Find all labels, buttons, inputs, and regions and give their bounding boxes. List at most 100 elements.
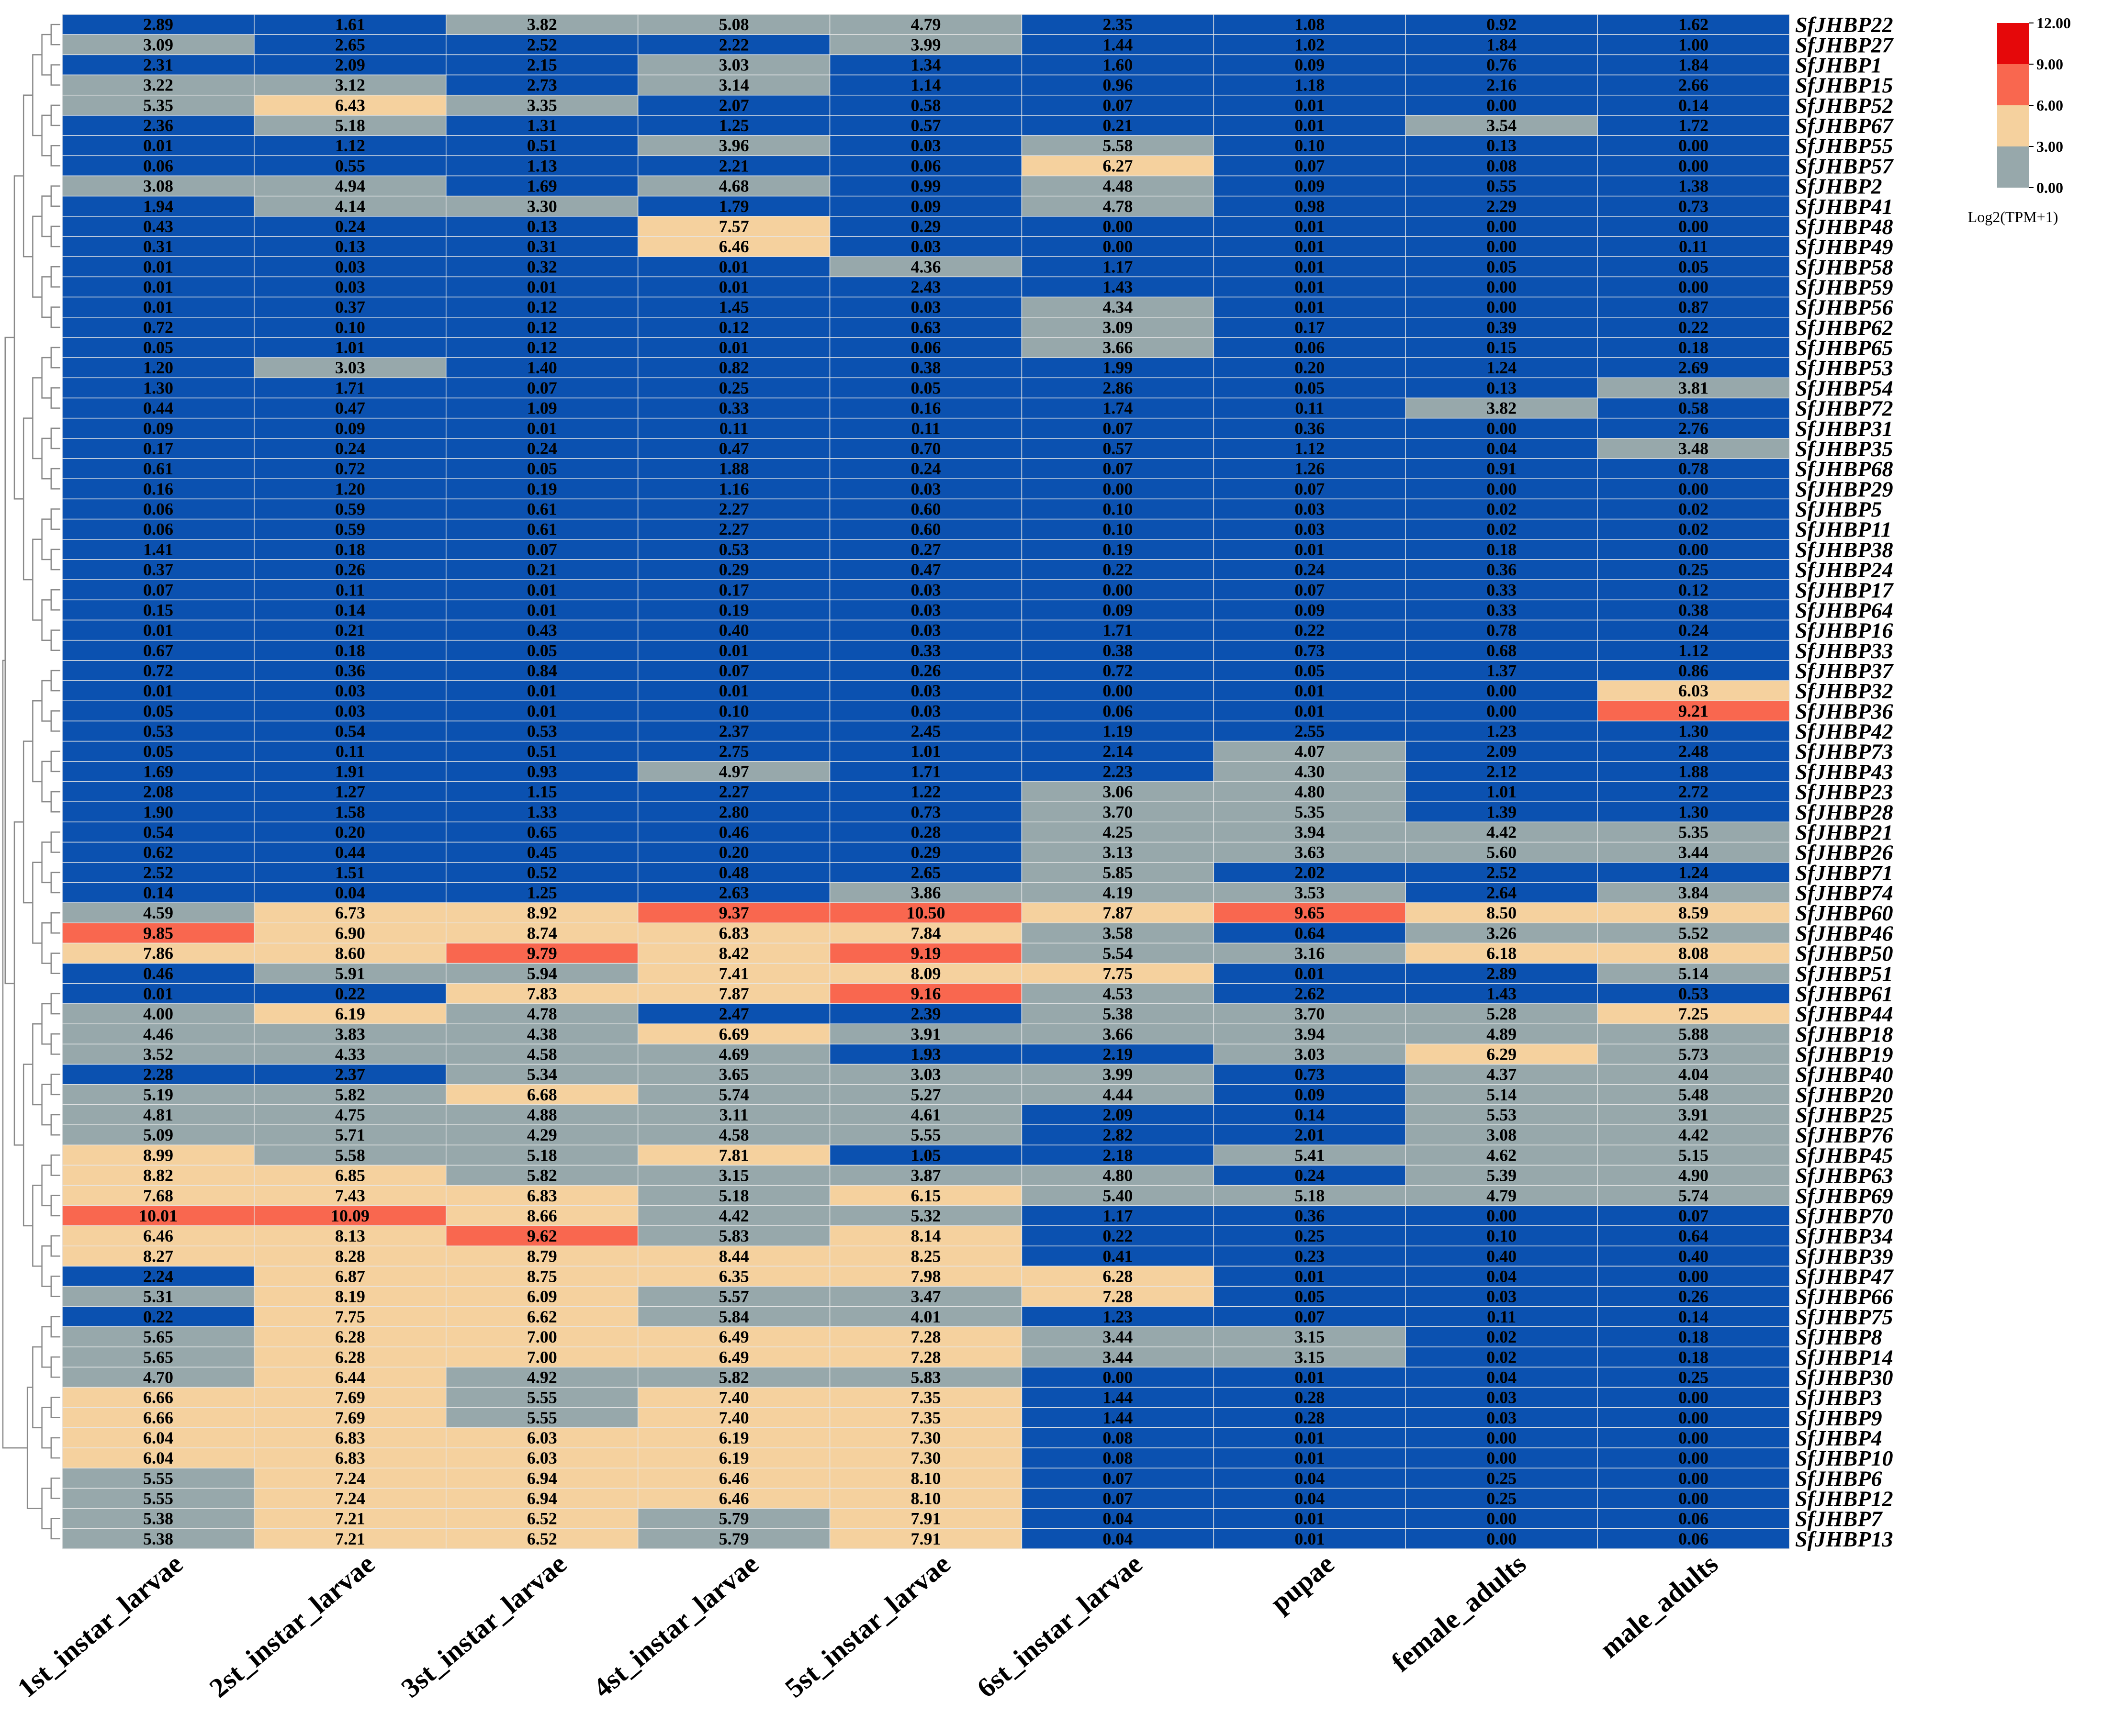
heatmap-cell: [446, 518, 639, 540]
heatmap-cell: [829, 296, 1023, 318]
heatmap-cell: [1021, 54, 1214, 76]
heatmap-cell: [1597, 720, 1790, 742]
cell-value-label: 0.10: [1486, 1226, 1517, 1245]
row-label-gene: SfJHBP45: [1795, 1143, 1893, 1167]
cell-value-label: 4.04: [1678, 1065, 1709, 1084]
heatmap-cell: [1405, 54, 1598, 76]
cell-value-label: 3.16: [1294, 944, 1325, 963]
cell-value-label: 8.14: [911, 1226, 941, 1245]
heatmap-cell: [62, 1124, 255, 1146]
cell-value-label: 2.22: [719, 35, 749, 54]
cell-value-label: 0.73: [1294, 641, 1325, 660]
cell-value-label: 4.88: [527, 1105, 557, 1124]
cell-value-label: 3.82: [1486, 399, 1517, 418]
cell-value-label: 0.48: [719, 863, 749, 882]
cell-value-label: 0.04: [1294, 1489, 1325, 1508]
row-label-gene: SfJHBP15: [1795, 73, 1893, 98]
row-label-gene: SfJHBP6: [1795, 1466, 1882, 1490]
cell-value-label: 0.40: [1678, 1246, 1709, 1266]
cell-value-label: 0.47: [719, 439, 749, 458]
cell-value-label: 0.07: [1294, 1307, 1325, 1326]
cell-value-label: 8.79: [527, 1246, 557, 1266]
cell-value-label: 6.46: [719, 1489, 749, 1508]
cell-value-label: 0.01: [527, 681, 557, 700]
dendrogram-branch: [32, 54, 42, 136]
cell-value-label: 1.84: [1678, 55, 1709, 74]
cell-value-label: 6.19: [335, 1004, 365, 1023]
cell-value-label: 0.25: [1678, 560, 1709, 579]
row-label-gene: SfJHBP60: [1795, 901, 1893, 925]
cell-value-label: 0.55: [335, 156, 365, 175]
cell-value-label: 5.79: [719, 1509, 749, 1528]
cell-value-label: 8.28: [335, 1246, 365, 1266]
cell-value-label: 0.05: [1486, 257, 1517, 276]
heatmap-cell: [829, 1447, 1023, 1469]
cell-value-label: 2.86: [1102, 378, 1133, 397]
heatmap-cell: [829, 1266, 1023, 1287]
heatmap-cell: [1021, 1346, 1214, 1368]
heatmap-cell: [829, 700, 1023, 722]
cell-value-label: 0.51: [527, 742, 557, 761]
heatmap-cell: [62, 882, 255, 903]
heatmap-cell: [829, 417, 1023, 439]
cell-value-label: 4.58: [527, 1044, 557, 1064]
cell-value-label: 8.27: [143, 1246, 173, 1266]
cell-value-label: 3.96: [719, 136, 749, 155]
heatmap-cell: [1213, 599, 1406, 621]
heatmap-cell: [446, 1467, 639, 1489]
cell-value-label: 7.84: [911, 923, 941, 942]
heatmap-cell: [1021, 74, 1214, 96]
cell-value-label: 3.52: [143, 1044, 173, 1064]
heatmap-cell: [1213, 276, 1406, 298]
heatmap-cell: [446, 155, 639, 177]
cell-value-label: 5.94: [527, 964, 557, 983]
cell-value-label: 1.16: [719, 479, 749, 498]
cell-value-label: 5.88: [1678, 1024, 1709, 1043]
cell-value-label: 0.04: [1486, 1267, 1517, 1286]
legend-color-swatch: [1997, 64, 2029, 105]
heatmap-cell: [1213, 377, 1406, 399]
cell-value-label: 3.03: [719, 55, 749, 74]
cell-value-label: 0.61: [527, 500, 557, 519]
cell-value-label: 2.27: [719, 520, 749, 539]
dendrogram-branch: [50, 710, 60, 732]
heatmap-cell: [254, 458, 447, 479]
dendrogram-branch: [41, 195, 51, 237]
cell-value-label: 1.84: [1486, 35, 1517, 54]
legend-color-swatch: [1997, 105, 2029, 146]
cell-value-label: 0.05: [1294, 661, 1325, 680]
dendrogram-branch: [32, 215, 42, 298]
cell-value-label: 1.14: [911, 76, 941, 95]
cell-value-label: 0.24: [1678, 621, 1709, 640]
cell-value-label: 4.14: [335, 197, 365, 216]
heatmap-cell: [829, 458, 1023, 479]
cell-value-label: 0.01: [527, 277, 557, 296]
cell-value-label: 0.18: [1678, 338, 1709, 357]
cell-value-label: 8.50: [1486, 903, 1517, 922]
cell-value-label: 5.14: [1678, 964, 1709, 983]
cell-value-label: 2.23: [1102, 762, 1133, 781]
column-label: 4st_instar_larvae: [587, 1548, 764, 1703]
cell-value-label: 0.05: [1294, 378, 1325, 397]
cell-value-label: 1.61: [335, 15, 365, 34]
cell-value-label: 1.17: [1102, 1206, 1133, 1225]
cell-value-label: 1.26: [1294, 459, 1325, 478]
cell-value-label: 4.58: [719, 1125, 749, 1144]
cell-value-label: 0.29: [911, 843, 941, 862]
cell-value-label: 0.27: [911, 540, 941, 559]
heatmap-cell: [1597, 1346, 1790, 1368]
cell-value-label: 0.40: [1486, 1246, 1517, 1266]
cell-value-label: 0.99: [911, 177, 941, 196]
cell-value-label: 8.10: [911, 1489, 941, 1508]
cell-value-label: 0.00: [1486, 701, 1517, 720]
cell-value-label: 2.01: [1294, 1125, 1325, 1144]
cell-value-label: 0.70: [911, 439, 941, 458]
heatmap-cell: [1213, 922, 1406, 944]
cell-value-label: 1.01: [911, 742, 941, 761]
cell-value-label: 1.25: [719, 116, 749, 135]
cell-value-label: 1.44: [1102, 1408, 1133, 1427]
cell-value-label: 0.73: [1294, 1065, 1325, 1084]
heatmap-cell: [1405, 983, 1598, 1004]
heatmap-cell: [637, 539, 831, 560]
cell-value-label: 5.35: [1294, 802, 1325, 821]
